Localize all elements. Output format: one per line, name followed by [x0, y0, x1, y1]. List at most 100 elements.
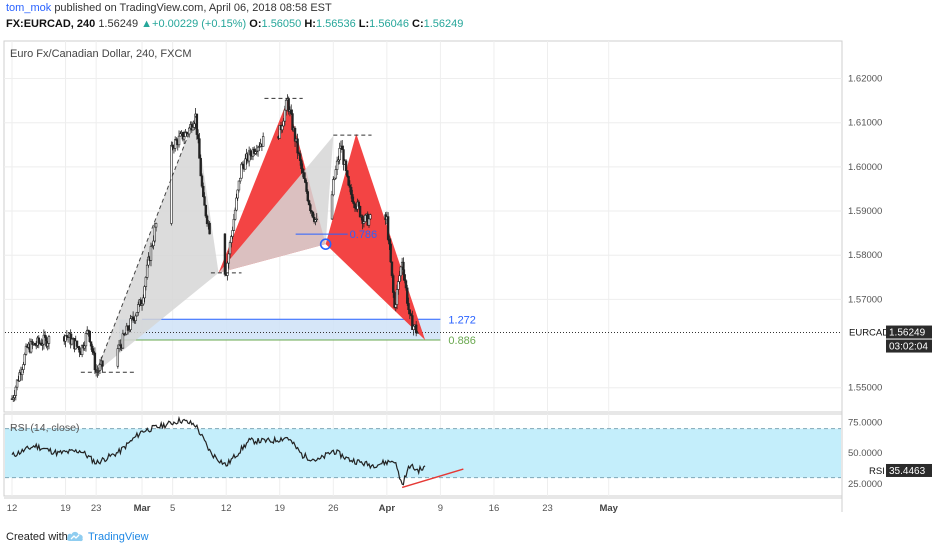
candle-up: [149, 246, 153, 261]
price-tick-label: 1.58000: [848, 250, 882, 261]
candle-up: [233, 209, 237, 220]
candle-down: [347, 176, 350, 186]
pattern-2-xab-triangle: [218, 135, 334, 273]
candle-up: [134, 315, 137, 322]
candle-up: [13, 395, 16, 398]
symbol-tag: EURCAD: [849, 328, 889, 339]
candle-up: [153, 226, 156, 242]
author-link[interactable]: tom_mok: [6, 2, 52, 14]
candle-up: [244, 158, 247, 170]
x-tick-label: 23: [542, 503, 553, 514]
candle-down: [311, 211, 315, 218]
tradingview-cloud-icon[interactable]: [66, 529, 84, 543]
rsi-trendline: [401, 468, 464, 489]
candle-down: [93, 352, 97, 371]
published-text: published on TradingView.com, April 06, …: [54, 2, 332, 14]
candle-down: [342, 149, 345, 165]
rsi-series-tag: RSI: [869, 466, 885, 477]
candle-up: [412, 325, 415, 330]
candle-up: [135, 311, 139, 317]
candle-down: [199, 157, 202, 177]
candle-up: [193, 123, 196, 128]
high-value: 1.56536: [315, 18, 356, 30]
candle-down: [357, 201, 360, 207]
candle-up: [142, 297, 145, 305]
candle-down: [195, 113, 199, 135]
candle-up: [256, 146, 260, 152]
candle-up: [240, 163, 243, 179]
rsi-value-tag-bg: [886, 463, 932, 477]
candle-up: [239, 177, 242, 182]
candle-up: [367, 218, 371, 226]
created-with-text: Created with: [6, 531, 68, 543]
x-tick-label: May: [599, 503, 618, 514]
candle-up: [338, 148, 341, 161]
open-value: 1.56050: [261, 18, 302, 30]
candle-down: [300, 160, 303, 169]
candle-down: [37, 337, 40, 344]
candle-up: [399, 266, 403, 277]
rsi-title: RSI (14, close): [10, 422, 79, 434]
countdown-tag-bg: [886, 339, 932, 353]
x-tick-label: 12: [7, 503, 18, 514]
candle-down: [310, 210, 313, 213]
candle-down: [307, 200, 311, 205]
candle-down: [204, 204, 207, 217]
pattern-1-xab-triangle: [96, 116, 219, 373]
open-label: O:: [249, 18, 262, 30]
candle-down: [200, 175, 204, 187]
price-tick-label: 1.55000: [848, 383, 882, 394]
candle-up: [22, 364, 25, 370]
fib-1272-label: 1.272: [448, 314, 476, 326]
swing-dashed-line: [95, 115, 197, 373]
footer: Created with TradingView: [0, 526, 932, 550]
tradingview-link[interactable]: TradingView: [88, 531, 149, 543]
x-tick-label: 23: [91, 503, 102, 514]
candle-down: [291, 113, 294, 130]
candle-up: [177, 135, 181, 146]
fib-0786-marker: [319, 238, 332, 250]
candle-up: [398, 275, 401, 282]
candle-up: [47, 336, 51, 344]
price-tick-label: 1.62000: [848, 74, 882, 85]
symbol-header: FX:EURCAD, 240 1.56249 ▲+0.00229 (+0.15%…: [6, 18, 463, 30]
candle-up: [182, 136, 186, 140]
candle-up: [170, 144, 173, 224]
candle-up: [416, 332, 419, 334]
x-tick-label: 19: [274, 503, 285, 514]
candle-up: [394, 304, 397, 308]
candle-up: [179, 133, 182, 137]
countdown-tag: 03:02:04: [889, 342, 928, 353]
candle-up: [137, 304, 140, 313]
candle-down: [306, 191, 309, 201]
candle-down: [89, 341, 93, 347]
candle-up: [124, 333, 127, 336]
fib-0786-label: 0.786: [350, 229, 378, 241]
candle-down: [309, 204, 312, 212]
chart-canvas[interactable]: 12 19 23 Mar 5 12 19 26 Apr 9 16 23 May 1.62000 1.6100…: [0, 0, 932, 526]
x-tick-label: 19: [60, 503, 71, 514]
candle-down: [349, 186, 353, 195]
rsi-value-tag: 35.4463: [889, 466, 926, 477]
candle-down: [352, 201, 355, 205]
candle-down: [290, 109, 293, 114]
symbol-tag-bg: [846, 325, 886, 339]
candle-down: [348, 184, 352, 188]
candle-up: [230, 236, 233, 243]
annotations: [80, 97, 372, 373]
candle-up: [70, 338, 74, 345]
candle-down: [404, 280, 408, 289]
price-pane[interactable]: [3, 40, 843, 413]
candle-up: [330, 194, 334, 220]
x-tick-label: Mar: [134, 503, 151, 514]
candles: [10, 94, 419, 402]
candle-up: [332, 179, 335, 196]
candle-down: [407, 303, 410, 310]
candle-down: [406, 287, 409, 304]
candle-up: [14, 386, 18, 396]
candle-down: [205, 215, 209, 224]
candle-down: [358, 206, 362, 218]
candle-up: [395, 289, 399, 305]
rsi-line-group: [11, 415, 464, 489]
